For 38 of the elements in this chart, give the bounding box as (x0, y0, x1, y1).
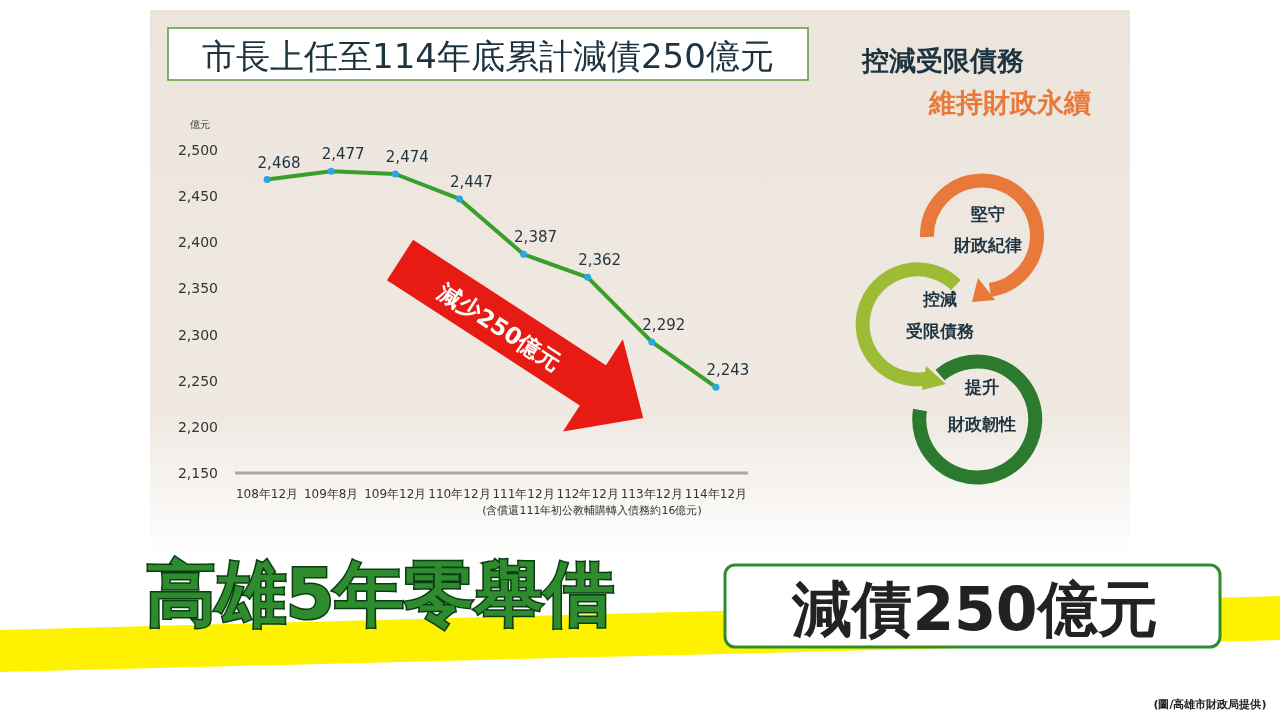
text: 受限債務 (906, 321, 974, 341)
text: 財政韌性 (947, 414, 1016, 434)
data-label: 2,477 (321, 145, 365, 164)
text: 維持財政永續 (928, 87, 1091, 118)
annotation: 減少250億元 (432, 277, 566, 377)
text: 控減 (922, 289, 957, 309)
text: 提升 (964, 377, 999, 397)
text: 減債250億元 (791, 574, 1158, 644)
y-tick-label: 2,250 (177, 372, 218, 389)
chart-title: 市長上任至114年底累計減債250億元 (202, 36, 774, 76)
x-tick-label: 109年12月 (364, 487, 427, 501)
y-tick-label: 2,300 (177, 326, 218, 343)
data-label: 2,362 (578, 251, 622, 270)
y-tick-label: 2,350 (177, 280, 218, 297)
x-tick-label: 111年12月 (492, 487, 555, 501)
y-axis-title: 億元 (190, 119, 210, 130)
text: 堅守 (970, 204, 1005, 224)
text: 財政紀律 (953, 235, 1022, 255)
data-label: 2,292 (642, 315, 686, 334)
text: 控減受限債務 (861, 45, 1024, 76)
data-label: 2,447 (449, 172, 493, 191)
y-tick-label: 2,450 (177, 188, 218, 205)
x-tick-label: 112年12月 (556, 487, 619, 501)
text: 高雄5年零舉借 (145, 553, 615, 635)
x-tick-label: 110年12月 (428, 487, 491, 501)
x-tick-label: 114年12月 (684, 487, 748, 501)
x-tick-label: 113年12月 (620, 487, 683, 501)
y-tick-label: 2,200 (177, 418, 218, 435)
y-tick-label: 2,150 (177, 465, 218, 481)
x-tick-label: 109年8月 (303, 487, 359, 501)
x-tick-label: 108年12月 (235, 487, 299, 501)
text: (圖/高雄市財政局提供) (1153, 698, 1267, 711)
data-label: 2,243 (706, 361, 750, 380)
y-tick-label: 2,400 (177, 234, 218, 251)
text: (含償還111年初公教輔購轉入債務約16億元) (482, 504, 702, 517)
data-label: 2,474 (385, 147, 429, 166)
y-tick-label: 2,500 (177, 142, 218, 158)
data-label: 2,468 (257, 153, 301, 172)
